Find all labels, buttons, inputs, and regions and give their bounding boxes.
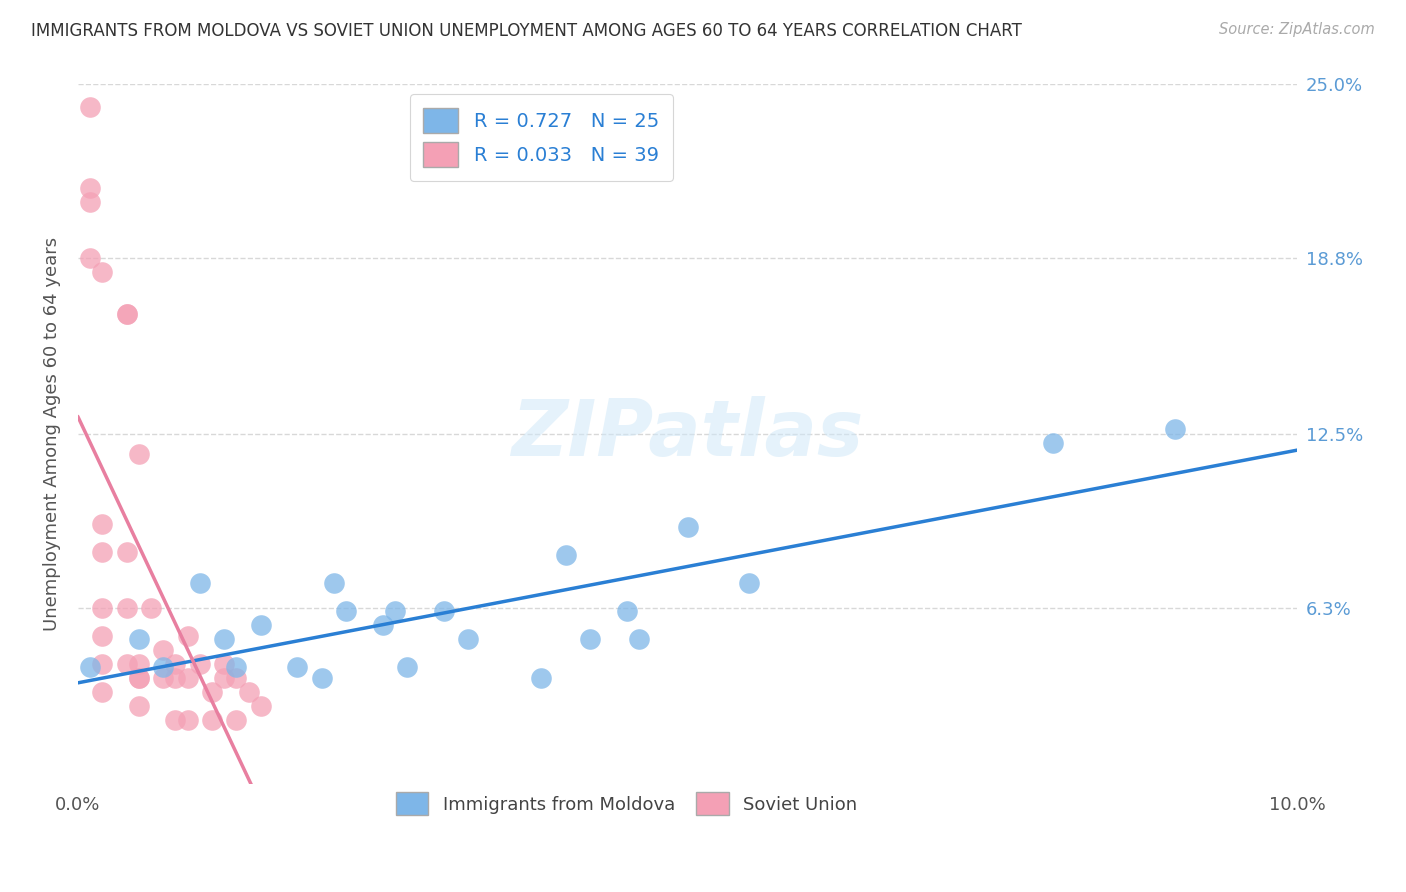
Point xyxy=(201,713,224,727)
Point xyxy=(396,660,419,674)
Point xyxy=(249,699,271,714)
Point xyxy=(165,671,187,685)
Point xyxy=(152,643,174,657)
Point xyxy=(91,265,114,279)
Point xyxy=(384,604,406,618)
Point xyxy=(225,713,247,727)
Point xyxy=(225,671,247,685)
Point xyxy=(201,685,224,699)
Point xyxy=(115,545,138,559)
Point xyxy=(91,601,114,615)
Point xyxy=(91,657,114,671)
Point xyxy=(176,671,198,685)
Text: IMMIGRANTS FROM MOLDOVA VS SOVIET UNION UNEMPLOYMENT AMONG AGES 60 TO 64 YEARS C: IMMIGRANTS FROM MOLDOVA VS SOVIET UNION … xyxy=(31,22,1022,40)
Point xyxy=(128,671,150,685)
Point xyxy=(165,713,187,727)
Text: ZIPatlas: ZIPatlas xyxy=(512,396,863,473)
Point xyxy=(128,699,150,714)
Text: Source: ZipAtlas.com: Source: ZipAtlas.com xyxy=(1219,22,1375,37)
Point xyxy=(176,713,198,727)
Point xyxy=(128,671,150,685)
Point xyxy=(128,657,150,671)
Point xyxy=(188,657,211,671)
Point xyxy=(79,195,101,210)
Point xyxy=(676,520,699,534)
Point xyxy=(616,604,638,618)
Point xyxy=(79,660,101,674)
Point xyxy=(165,657,187,671)
Point xyxy=(79,100,101,114)
Y-axis label: Unemployment Among Ages 60 to 64 years: Unemployment Among Ages 60 to 64 years xyxy=(44,237,60,632)
Point xyxy=(285,660,308,674)
Point xyxy=(311,671,333,685)
Point xyxy=(176,629,198,643)
Point xyxy=(335,604,357,618)
Point xyxy=(115,307,138,321)
Point xyxy=(212,632,235,646)
Point xyxy=(79,181,101,195)
Point xyxy=(627,632,650,646)
Point xyxy=(1042,435,1064,450)
Point xyxy=(115,657,138,671)
Point xyxy=(554,548,576,562)
Point xyxy=(322,575,344,590)
Point xyxy=(115,307,138,321)
Point xyxy=(433,604,456,618)
Point xyxy=(91,629,114,643)
Point xyxy=(79,251,101,265)
Point xyxy=(91,685,114,699)
Point xyxy=(115,601,138,615)
Point xyxy=(139,601,162,615)
Point xyxy=(225,660,247,674)
Point xyxy=(212,671,235,685)
Point xyxy=(128,632,150,646)
Point xyxy=(530,671,553,685)
Point xyxy=(91,516,114,531)
Point xyxy=(152,671,174,685)
Point xyxy=(152,660,174,674)
Point xyxy=(579,632,602,646)
Point xyxy=(238,685,260,699)
Point xyxy=(249,617,271,632)
Point xyxy=(91,545,114,559)
Point xyxy=(128,447,150,461)
Point xyxy=(737,575,759,590)
Point xyxy=(1164,422,1187,436)
Point xyxy=(212,657,235,671)
Legend: Immigrants from Moldova, Soviet Union: Immigrants from Moldova, Soviet Union xyxy=(387,783,866,824)
Point xyxy=(457,632,479,646)
Point xyxy=(188,575,211,590)
Point xyxy=(371,617,394,632)
